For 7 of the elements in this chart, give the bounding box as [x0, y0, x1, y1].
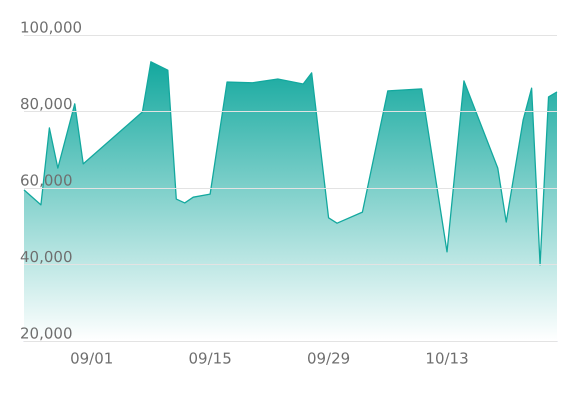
- x-tick-label: 10/13: [425, 350, 469, 368]
- x-tick-label: 09/15: [188, 350, 232, 368]
- y-tick-label: 100,000: [20, 18, 82, 36]
- y-tick-label: 80,000: [20, 95, 72, 113]
- x-tick-label: 09/01: [70, 350, 114, 368]
- x-tick-label: 09/29: [306, 350, 350, 368]
- y-tick-label: 20,000: [20, 324, 72, 342]
